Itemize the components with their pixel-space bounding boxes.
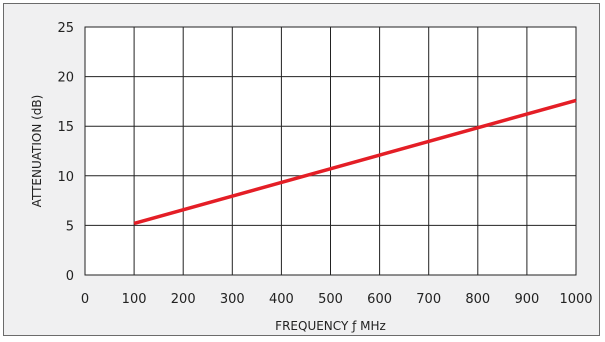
x-tick-label: 500: [318, 292, 343, 307]
x-tick-label: 800: [465, 292, 490, 307]
grid: [85, 27, 576, 275]
x-tick-label: 100: [122, 292, 147, 307]
x-tick-label: 200: [171, 292, 196, 307]
y-tick-label: 5: [66, 219, 74, 234]
x-tick-label: 600: [367, 292, 392, 307]
y-axis-label: ATTENUATION (dB): [30, 95, 44, 208]
x-tick-label: 1000: [559, 292, 592, 307]
series-line-0: [133, 98, 577, 226]
y-tick-label: 20: [57, 71, 74, 86]
x-tick-label: 900: [514, 292, 539, 307]
y-tick-label: 0: [66, 269, 74, 284]
series-layer: [133, 98, 577, 226]
x-axis-label: FREQUENCY ƒ MHz: [275, 319, 386, 333]
x-tick-label: 300: [220, 292, 245, 307]
x-tick-label: 0: [81, 292, 89, 307]
x-tick-label: 400: [269, 292, 294, 307]
x-tick-labels: 0 100 200 300 400 500 600 700 800 900 1000: [81, 292, 593, 307]
y-tick-label: 15: [57, 120, 74, 135]
y-tick-label: 10: [57, 170, 74, 185]
x-tick-label: 700: [416, 292, 441, 307]
y-tick-label: 25: [57, 21, 74, 36]
y-tick-labels: 0 5 10 15 20 25: [57, 21, 74, 284]
plot-border: [84, 26, 577, 276]
